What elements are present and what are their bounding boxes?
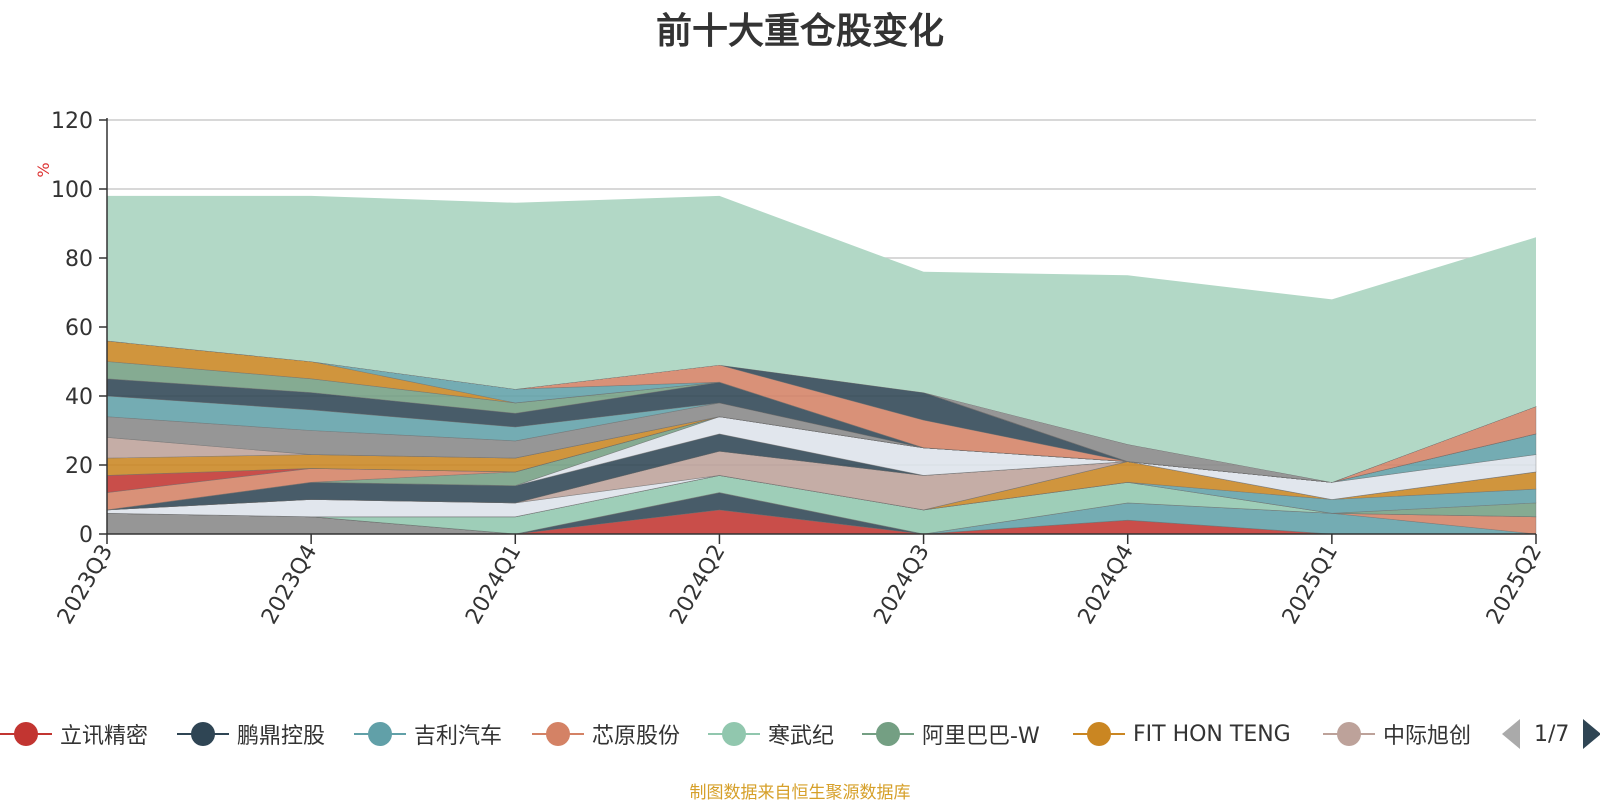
legend-item[interactable]: 立讯精密: [0, 716, 148, 752]
legend-label: 立讯精密: [60, 724, 149, 749]
chart-title: 前十大重仓股变化: [655, 11, 944, 52]
legend-label: FIT HON TENG: [1133, 721, 1291, 747]
legend-label: 中际旭创: [1383, 724, 1472, 749]
area-series-36: [107, 195, 1536, 483]
legend-marker-icon: [1323, 716, 1375, 752]
legend-item[interactable]: 寒武纪: [708, 716, 834, 752]
x-tick-label: 2024Q4: [1074, 541, 1139, 629]
x-tick-label: 2023Q3: [53, 541, 118, 629]
legend-marker-icon: [177, 716, 229, 752]
y-tick-label: 60: [65, 316, 93, 341]
legend-marker-icon: [1073, 716, 1125, 752]
x-tick-label: 2025Q1: [1278, 541, 1343, 629]
legend-item[interactable]: FIT HON TENG: [1073, 716, 1291, 752]
x-tick-label: 2023Q4: [257, 541, 322, 629]
y-tick-label: 20: [65, 454, 93, 479]
legend-item[interactable]: 中际旭创: [1323, 716, 1471, 752]
source-note: 制图数据来自恒生聚源数据库: [689, 783, 911, 803]
legend-page-indicator: 1/7: [1534, 721, 1570, 747]
legend-marker-icon: [532, 716, 584, 752]
x-tick-label: 2024Q1: [461, 541, 526, 629]
y-tick-label: 80: [65, 247, 93, 272]
legend-item[interactable]: 鹏鼎控股: [177, 716, 325, 752]
y-tick-label: 40: [65, 385, 93, 410]
legend-label: 鹏鼎控股: [237, 724, 326, 749]
legend-marker-icon: [0, 716, 52, 752]
legend-item[interactable]: 阿里巴巴-W: [862, 716, 1040, 752]
legend-item[interactable]: 芯原股份: [532, 716, 680, 752]
y-tick-label: 100: [51, 178, 93, 203]
x-tick-label: 2024Q2: [665, 541, 730, 629]
legend-next-icon[interactable]: [1583, 719, 1600, 749]
legend-item[interactable]: 吉利汽车: [354, 716, 502, 752]
y-axis-unit: %: [34, 162, 53, 177]
legend-prev-icon[interactable]: [1502, 719, 1520, 749]
legend-label: 寒武纪: [768, 724, 835, 749]
x-tick-label: 2024Q3: [869, 541, 934, 629]
legend-marker-icon: [708, 716, 760, 752]
x-tick-label: 2025Q2: [1482, 541, 1547, 629]
legend-label: 吉利汽车: [414, 724, 503, 749]
y-tick-label: 0: [79, 523, 93, 548]
legend-marker-icon: [354, 716, 406, 752]
legend-label: 阿里巴巴-W: [922, 724, 1040, 749]
legend-marker-icon: [862, 716, 914, 752]
legend-pager: 1/7: [1502, 716, 1600, 752]
area-layer: [106, 195, 1537, 535]
y-tick-label: 120: [51, 109, 93, 134]
legend-label: 芯原股份: [592, 724, 681, 749]
legend: 立讯精密 鹏鼎控股 吉利汽车 芯原股份 寒武纪 阿里巴巴-W FIT HON TENG 中际旭…: [0, 716, 1600, 752]
